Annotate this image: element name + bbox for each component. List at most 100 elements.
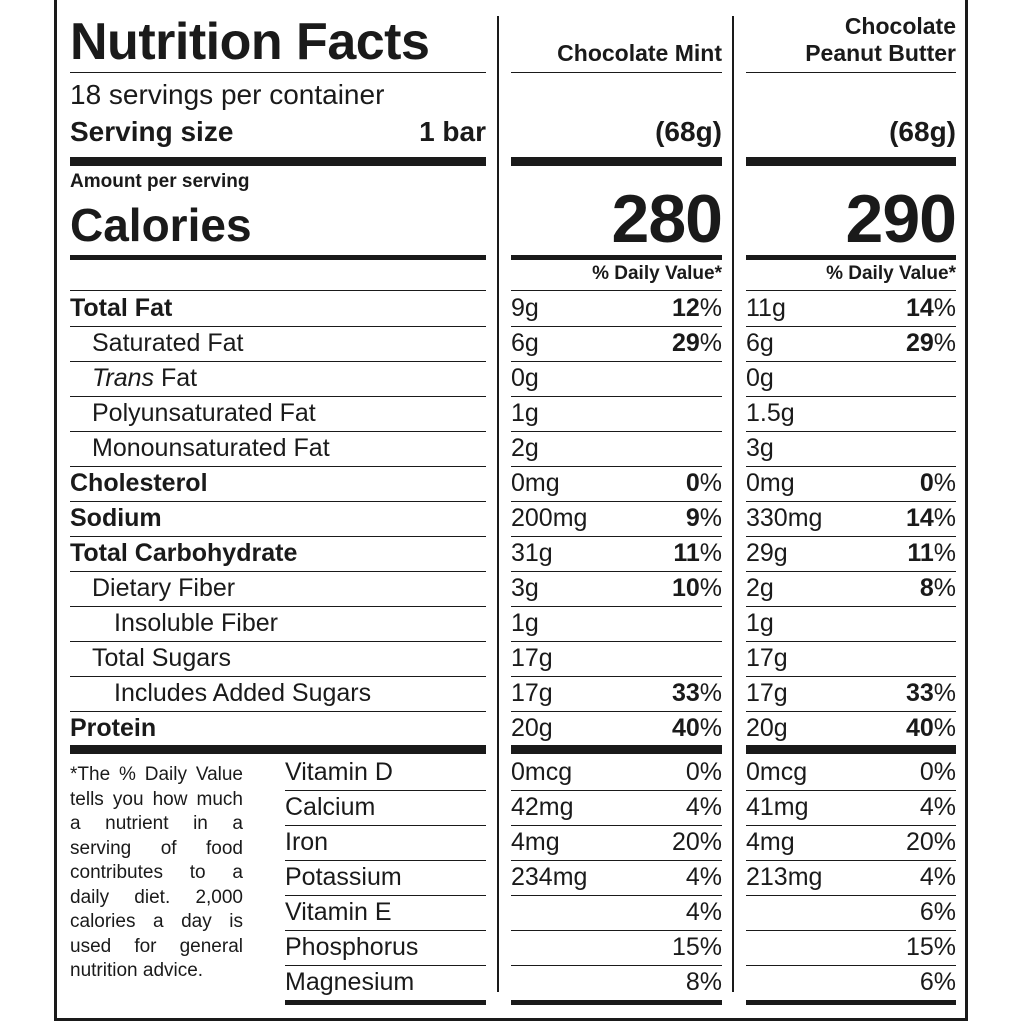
percent-sign: % xyxy=(699,539,722,567)
serving-size-b: (68g) xyxy=(889,116,956,147)
amount-b: 1g xyxy=(746,609,774,637)
calories-b: 290 xyxy=(845,181,957,257)
row-rule xyxy=(70,326,486,327)
percent-sign: % xyxy=(933,679,956,707)
serving-size-value: 1 bar xyxy=(419,116,486,147)
amount-b: 17g xyxy=(746,644,788,672)
amount-a: 6g xyxy=(511,329,539,357)
amount-a: 1g xyxy=(511,609,539,637)
daily-value-header-a: % Daily Value* xyxy=(592,263,722,284)
product-name-chocolate-mint: Chocolate Mint xyxy=(557,40,722,66)
thick-rule xyxy=(511,1000,722,1005)
daily-value-b: 0% xyxy=(746,469,956,498)
vitamin-dv-a: 4% xyxy=(685,898,722,926)
row-rule xyxy=(511,326,722,327)
column-divider xyxy=(732,16,734,992)
daily-value-number: 33 xyxy=(905,679,934,707)
row-rule xyxy=(746,676,956,677)
calories-a: 280 xyxy=(611,181,723,257)
medium-rule xyxy=(70,255,486,260)
product-name-line1: Chocolate xyxy=(844,13,956,39)
daily-value-a: 11% xyxy=(511,539,722,568)
daily-value-number: 0 xyxy=(685,469,700,497)
daily-value-number: 11 xyxy=(673,539,700,567)
row-rule xyxy=(285,860,486,861)
daily-value-number: 29 xyxy=(905,329,934,357)
rule xyxy=(746,72,956,73)
serving-size-a: (68g) xyxy=(655,116,722,147)
row-rule xyxy=(285,790,486,791)
daily-value-footnote: *The % Daily Value tells you how much a … xyxy=(70,764,243,981)
row-rule xyxy=(746,361,956,362)
thick-rule xyxy=(285,1000,486,1005)
row-rule xyxy=(70,466,486,467)
vitamin-dv-a: 4% xyxy=(685,793,722,821)
row-rule xyxy=(511,466,722,467)
row-rule xyxy=(511,501,722,502)
daily-value-number: 14 xyxy=(905,504,934,532)
amount-b: 2g xyxy=(746,574,774,602)
vitamin-name: Iron xyxy=(285,828,329,856)
vitamin-amount-b: 0mcg xyxy=(746,758,808,786)
nutrient-name-italic: Trans xyxy=(92,364,155,392)
daily-value-number: 14 xyxy=(905,294,934,322)
daily-value-number: 0 xyxy=(919,469,934,497)
vitamin-amount-b: 213mg xyxy=(746,863,823,891)
daily-value-number: 8 xyxy=(919,574,934,602)
percent-sign: % xyxy=(933,504,956,532)
daily-value-number: 11 xyxy=(907,539,934,567)
medium-rule xyxy=(746,255,956,260)
daily-value-b: 14% xyxy=(746,504,956,533)
row-rule xyxy=(511,930,722,931)
amount-b: 0mg xyxy=(746,469,795,497)
vitamin-dv-b: 4% xyxy=(919,793,956,821)
nutrient-name: Total Fat xyxy=(70,294,173,322)
row-rule xyxy=(511,895,722,896)
amount-a: 31g xyxy=(511,539,553,567)
amount-a: 9g xyxy=(511,294,539,322)
nutrient-name: Sodium xyxy=(70,504,162,532)
amount-b: 6g xyxy=(746,329,774,357)
amount-a: 200mg xyxy=(511,504,588,532)
product-name-line2: Peanut Butter xyxy=(805,40,956,66)
vitamin-dv-a: 15% xyxy=(671,933,722,961)
amount-b: 11g xyxy=(746,294,786,322)
amount-a: 20g xyxy=(511,714,553,742)
label-title: Nutrition Facts xyxy=(70,13,430,71)
nutrient-name: Insoluble Fiber xyxy=(114,609,278,637)
row-rule xyxy=(746,790,956,791)
row-rule xyxy=(70,606,486,607)
daily-value-number: 29 xyxy=(671,329,700,357)
row-rule xyxy=(511,825,722,826)
daily-value-b: 14% xyxy=(746,294,956,323)
row-rule xyxy=(746,965,956,966)
row-rule xyxy=(746,501,956,502)
amount-b: 0g xyxy=(746,364,774,392)
row-rule xyxy=(511,606,722,607)
percent-sign: % xyxy=(933,294,956,322)
row-rule xyxy=(511,396,722,397)
row-rule xyxy=(511,536,722,537)
rule xyxy=(511,290,722,291)
nutrient-name: Saturated Fat xyxy=(92,329,244,357)
rule xyxy=(70,290,486,291)
percent-sign: % xyxy=(699,294,722,322)
percent-sign: % xyxy=(933,714,956,742)
vitamin-dv-b: 20% xyxy=(905,828,956,856)
thick-rule xyxy=(746,745,956,754)
vitamin-name: Phosphorus xyxy=(285,933,419,961)
row-rule xyxy=(746,571,956,572)
daily-value-a: 0% xyxy=(511,469,722,498)
amount-b: 3g xyxy=(746,434,774,462)
thick-rule xyxy=(746,157,956,166)
rule xyxy=(511,72,722,73)
amount-a: 1g xyxy=(511,399,539,427)
daily-value-number: 12 xyxy=(671,294,700,322)
row-rule xyxy=(511,860,722,861)
row-rule xyxy=(70,676,486,677)
row-rule xyxy=(511,431,722,432)
daily-value-number: 9 xyxy=(685,504,700,532)
row-rule xyxy=(511,641,722,642)
percent-sign: % xyxy=(699,714,722,742)
daily-value-a: 33% xyxy=(511,679,722,708)
